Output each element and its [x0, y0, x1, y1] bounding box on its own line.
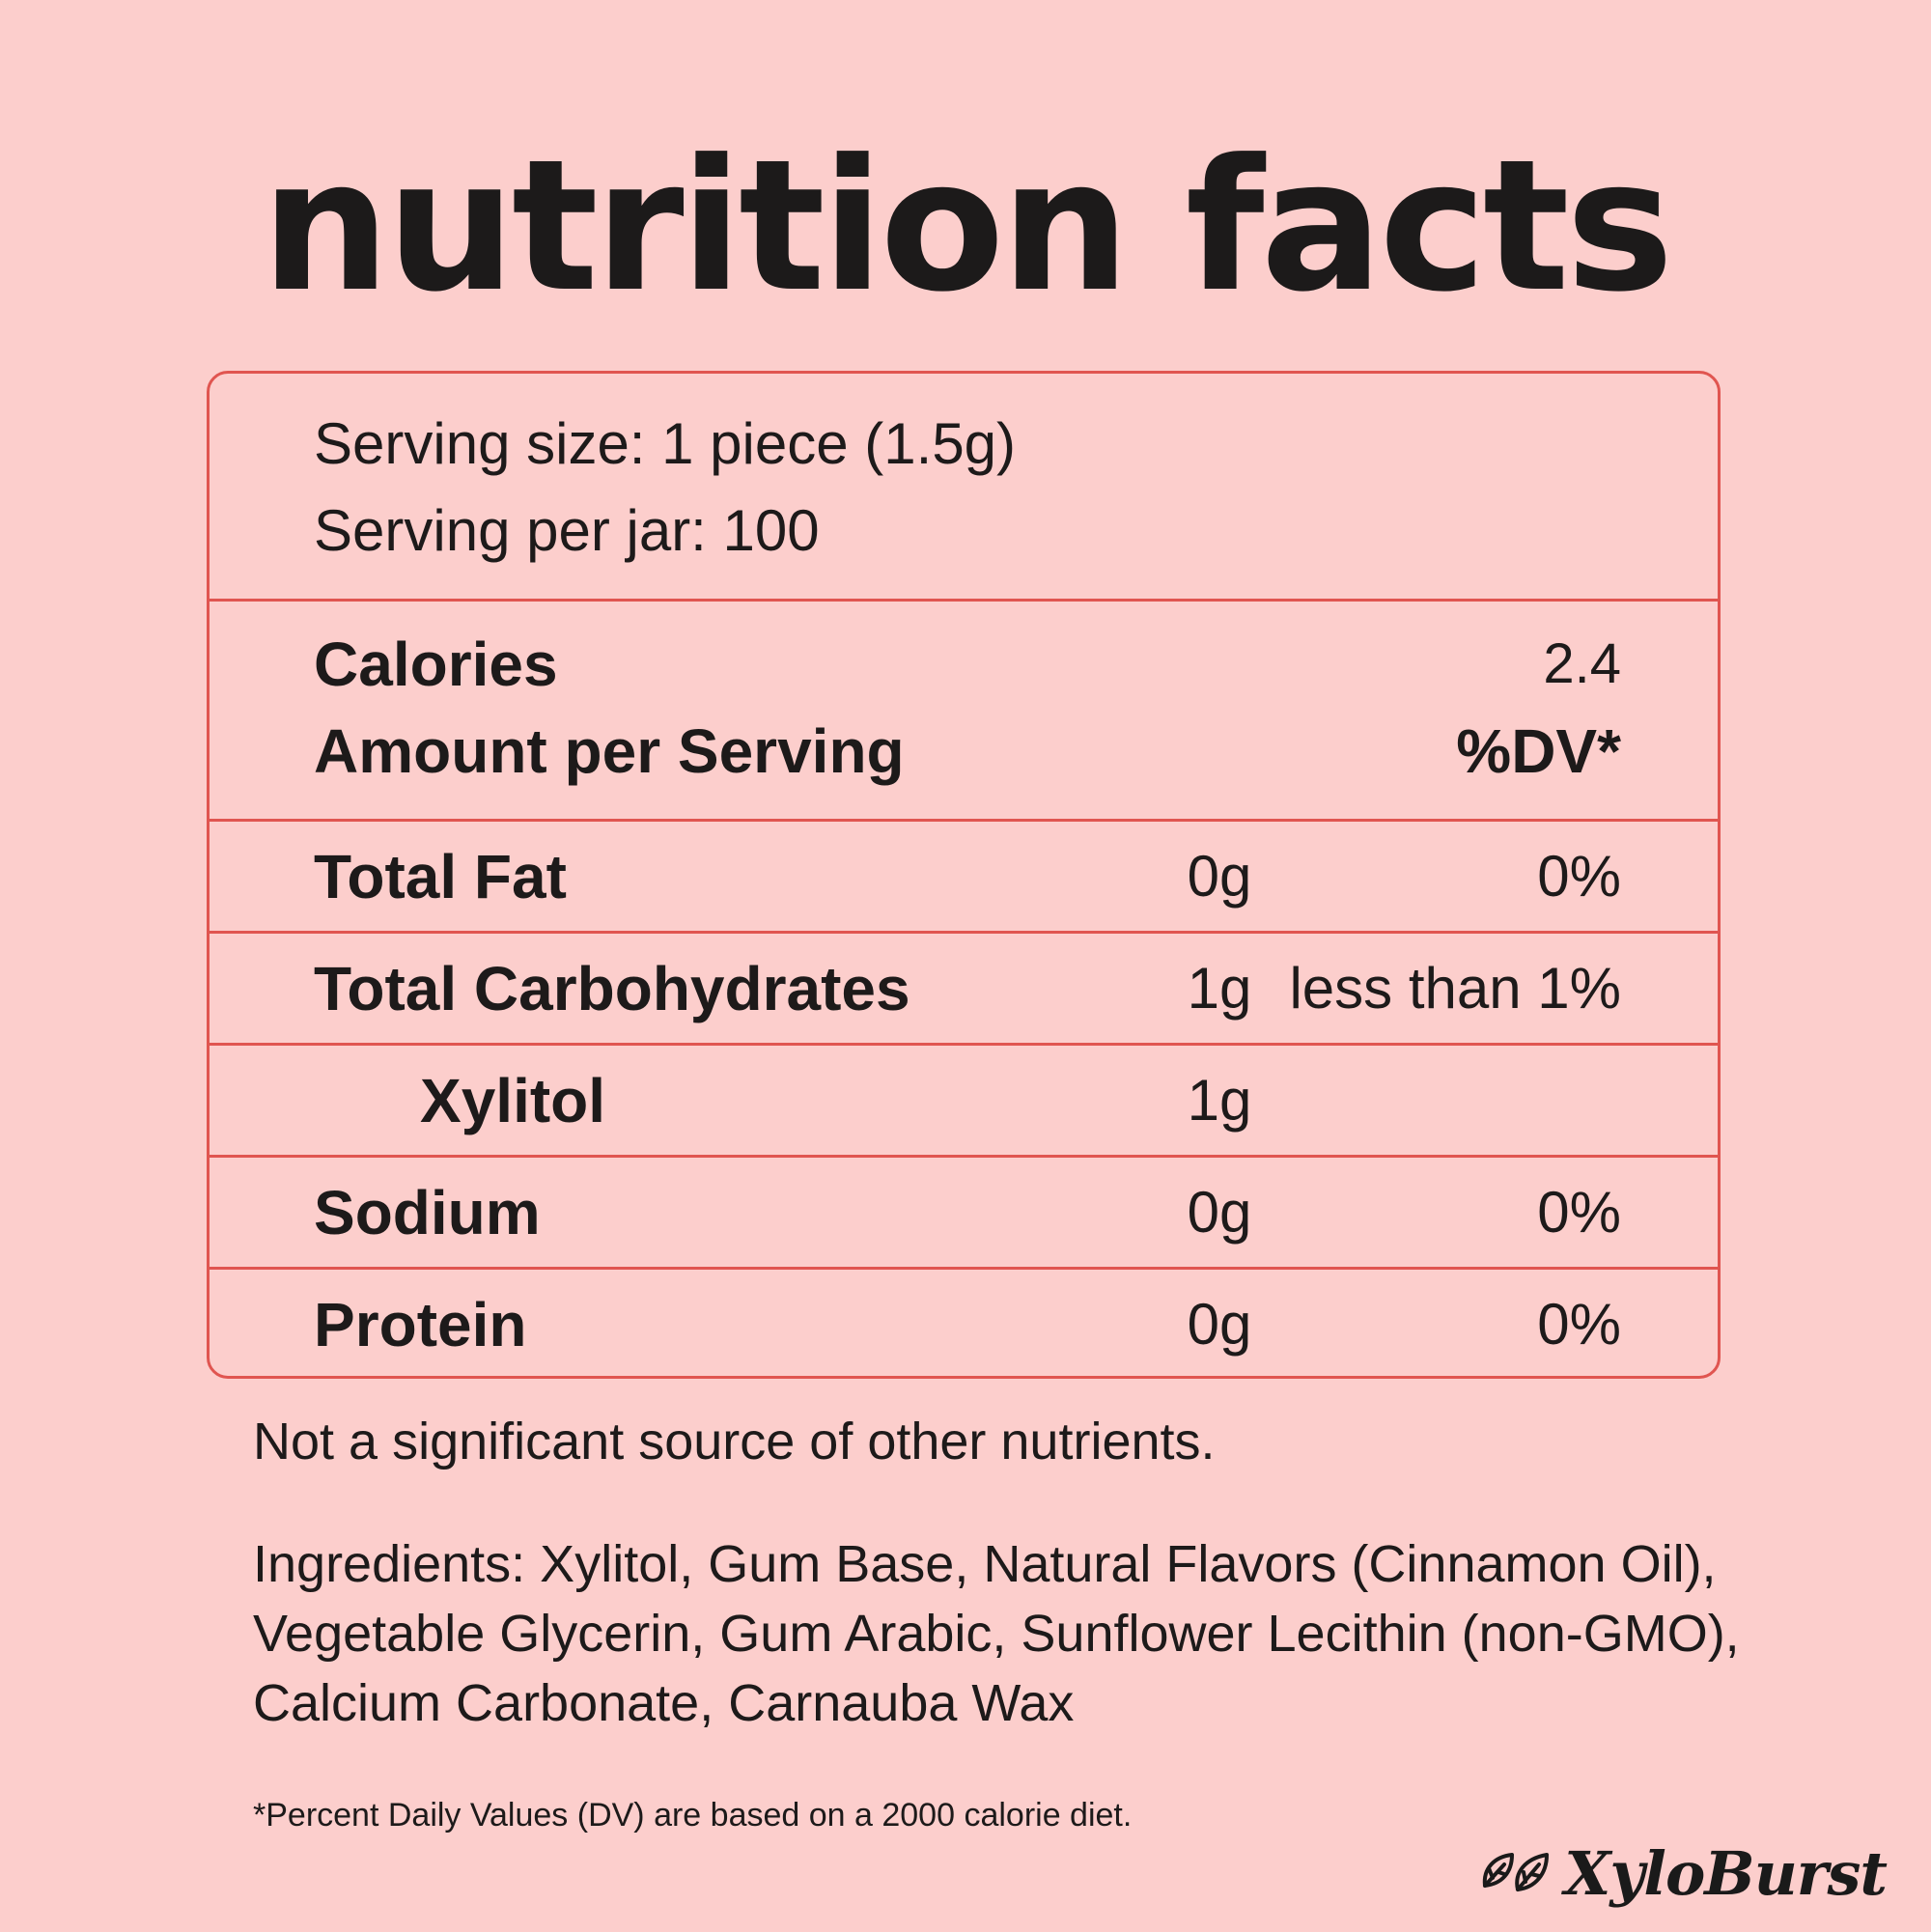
ingredients-list: Ingredients: Xylitol, Gum Base, Natural …: [253, 1529, 1740, 1738]
nutrient-label: Xylitol: [420, 1066, 606, 1135]
leaf-icon: [1479, 1847, 1553, 1900]
calories-value: 2.4: [1543, 632, 1621, 695]
nutrient-dv: 0%: [1537, 844, 1621, 909]
nutrition-panel: Serving size: 1 piece (1.5g) Serving per…: [207, 371, 1721, 1379]
servings-per-jar: Serving per jar: 100: [314, 498, 820, 563]
nutrient-dv: 0%: [1537, 1292, 1621, 1357]
nutrient-amount: 1g: [1187, 956, 1252, 1021]
dv-footnote: *Percent Daily Values (DV) are based on …: [253, 1797, 1133, 1834]
nutrient-row-total-fat: Total Fat 0g 0%: [210, 822, 1718, 934]
nutrient-amount: 0g: [1187, 1292, 1252, 1357]
brand-logo: XyloBurst: [1479, 1834, 1888, 1912]
nutrient-amount: 0g: [1187, 844, 1252, 909]
nutrient-label: Protein: [314, 1290, 527, 1359]
ingredients-line: Ingredients: Xylitol, Gum Base, Natural …: [253, 1535, 1717, 1593]
nutrient-label: Sodium: [314, 1178, 541, 1247]
calories-label: Calories: [314, 630, 558, 699]
amount-per-serving-label: Amount per Serving: [314, 716, 905, 786]
nutrient-dv: 0%: [1537, 1180, 1621, 1245]
ingredients-line: Vegetable Glycerin, Gum Arabic, Sunflowe…: [253, 1605, 1740, 1663]
nutrient-row-protein: Protein 0g 0%: [210, 1270, 1718, 1376]
ingredients-line: Calcium Carbonate, Carnauba Wax: [253, 1674, 1075, 1732]
page-title: nutrition facts: [261, 121, 1673, 332]
nutrient-dv: less than 1%: [1289, 956, 1621, 1021]
nutrient-row-xylitol: Xylitol 1g: [210, 1046, 1718, 1158]
nutrient-amount: 1g: [1187, 1068, 1252, 1133]
nutrient-label: Total Carbohydrates: [314, 954, 910, 1023]
nutrient-label: Total Fat: [314, 842, 567, 911]
nutrient-row-sodium: Sodium 0g 0%: [210, 1158, 1718, 1270]
nutrient-note: Not a significant source of other nutrie…: [253, 1413, 1216, 1470]
dv-header: %DV*: [1456, 716, 1621, 786]
nutrient-amount: 0g: [1187, 1180, 1252, 1245]
nutrient-row-total-carbohydrates: Total Carbohydrates 1g less than 1%: [210, 934, 1718, 1046]
serving-section: Serving size: 1 piece (1.5g) Serving per…: [210, 374, 1718, 602]
brand-name: XyloBurst: [1564, 1837, 1888, 1909]
calories-section: Calories 2.4 Amount per Serving %DV*: [210, 602, 1718, 822]
serving-size: Serving size: 1 piece (1.5g): [314, 411, 1017, 476]
